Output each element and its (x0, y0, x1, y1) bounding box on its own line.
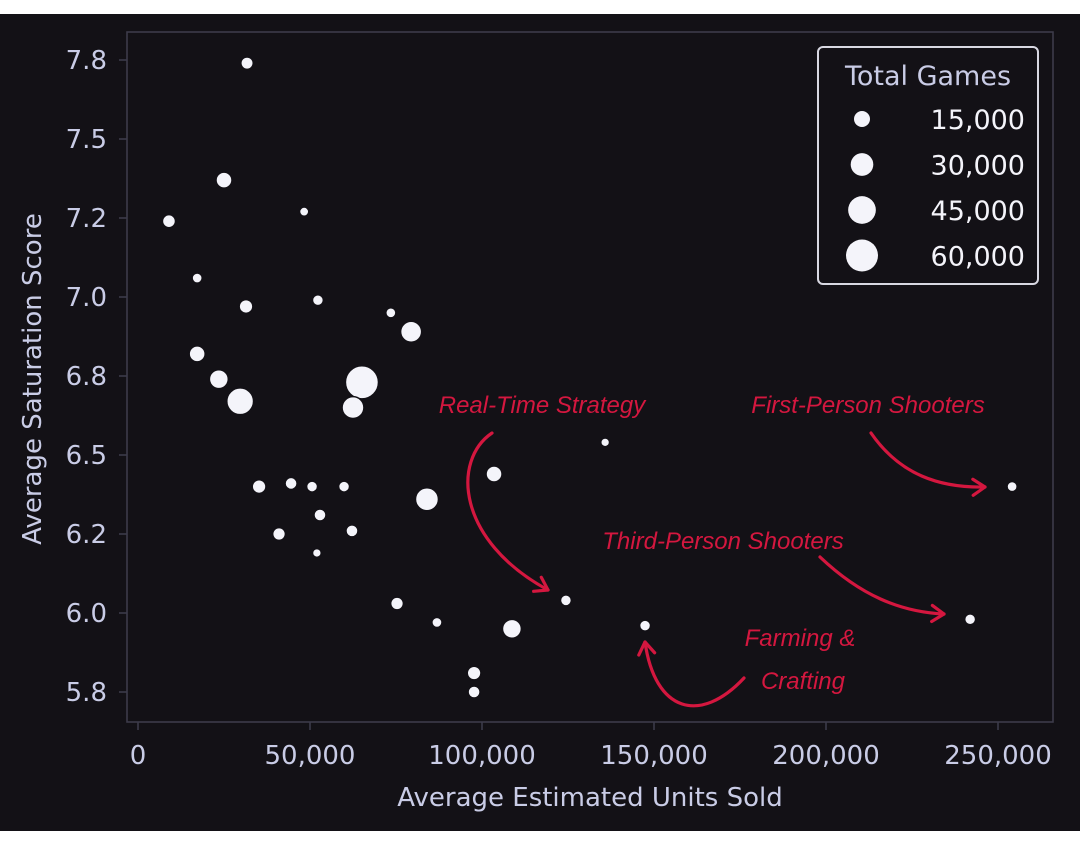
scatter-plot: 0 50,000 100,000 150,000 200,000 250,000 5.8 6… (18, 31, 1054, 813)
y-tick-label: 7.8 (66, 46, 107, 76)
data-point (600, 437, 611, 448)
y-tick-label: 7.2 (66, 204, 107, 234)
annotation-third-person-shooters: Third-Person Shooters (602, 528, 843, 555)
legend-marker (848, 196, 876, 224)
x-tick-label: 150,000 (600, 741, 708, 771)
data-point (238, 298, 254, 315)
y-tick-label: 6.5 (66, 441, 107, 471)
data-point (399, 320, 423, 344)
data-point (208, 368, 230, 390)
data-point (559, 594, 573, 607)
legend-box (817, 46, 1039, 285)
legend-label: 30,000 (931, 151, 1025, 182)
legend-label: 15,000 (931, 105, 1025, 136)
chart-figure: 0 50,000 100,000 150,000 200,000 250,000 5.8 6… (0, 14, 1080, 831)
legend-entries: 15,000 30,000 45,000 60,000 (846, 105, 1025, 273)
tps-arrow (818, 555, 946, 624)
legend-label: 60,000 (931, 242, 1025, 273)
data-point (337, 480, 351, 493)
x-tick-label: 100,000 (428, 741, 536, 771)
legend-marker (850, 153, 874, 176)
x-axis-ticks: 0 50,000 100,000 150,000 200,000 250,000 (130, 722, 1052, 771)
fps-arrow (869, 431, 987, 497)
x-tick-label: 200,000 (772, 741, 880, 771)
data-point (284, 476, 298, 491)
annotation-real-time-strategy: Real-Time Strategy (439, 392, 648, 419)
x-tick-label: 250,000 (944, 741, 1052, 771)
farming-arrow (637, 640, 746, 708)
data-point (345, 524, 359, 538)
legend-marker (846, 239, 878, 272)
data-point (638, 619, 652, 632)
data-point (161, 213, 177, 229)
rts-arrow (466, 431, 550, 593)
legend: Total Games 15,000 30,000 45,000 60,000 (817, 46, 1039, 285)
data-points (161, 56, 1018, 699)
data-point (389, 596, 405, 611)
annotation-farming-line1: Farming & (745, 625, 856, 652)
data-point (226, 387, 255, 416)
legend-title: Total Games (844, 61, 1011, 92)
data-point (313, 508, 327, 522)
y-tick-label: 5.8 (66, 678, 107, 708)
data-point (467, 685, 481, 699)
data-point (298, 206, 310, 218)
y-axis-ticks: 5.8 6.0 6.2 6.5 6.8 7.0 7.2 7.5 7.8 (66, 46, 127, 708)
data-point (311, 293, 325, 307)
legend-marker (854, 111, 870, 127)
y-tick-label: 6.2 (66, 520, 107, 550)
data-point (466, 665, 482, 681)
x-tick-label: 50,000 (265, 741, 356, 771)
data-point (414, 486, 440, 512)
y-tick-label: 6.8 (66, 362, 107, 392)
y-axis-title: Average Saturation Score (18, 213, 48, 545)
data-point (385, 306, 397, 319)
y-tick-label: 7.5 (66, 125, 107, 155)
data-point (271, 526, 287, 542)
data-point (341, 395, 365, 420)
data-point (311, 547, 323, 559)
data-point (305, 480, 319, 493)
annotation-first-person-shooters: First-Person Shooters (751, 392, 984, 419)
legend-label: 45,000 (931, 196, 1025, 227)
y-tick-label: 6.0 (66, 599, 107, 629)
y-tick-label: 7.0 (66, 283, 107, 313)
data-point (240, 56, 254, 71)
data-point (963, 613, 977, 626)
data-point (251, 478, 267, 495)
data-point (188, 345, 206, 363)
data-point (501, 618, 523, 640)
data-point (485, 465, 503, 483)
plot-area-frame (126, 31, 1054, 723)
data-point (344, 365, 380, 400)
data-point (191, 272, 203, 284)
x-tick-label: 0 (130, 741, 147, 771)
data-point (1006, 480, 1018, 493)
data-point (431, 616, 443, 629)
x-axis-title: Average Estimated Units Sold (397, 783, 783, 813)
annotation-arrows (466, 431, 987, 708)
annotation-farming-line2: Crafting (761, 668, 846, 695)
data-point (215, 171, 233, 189)
